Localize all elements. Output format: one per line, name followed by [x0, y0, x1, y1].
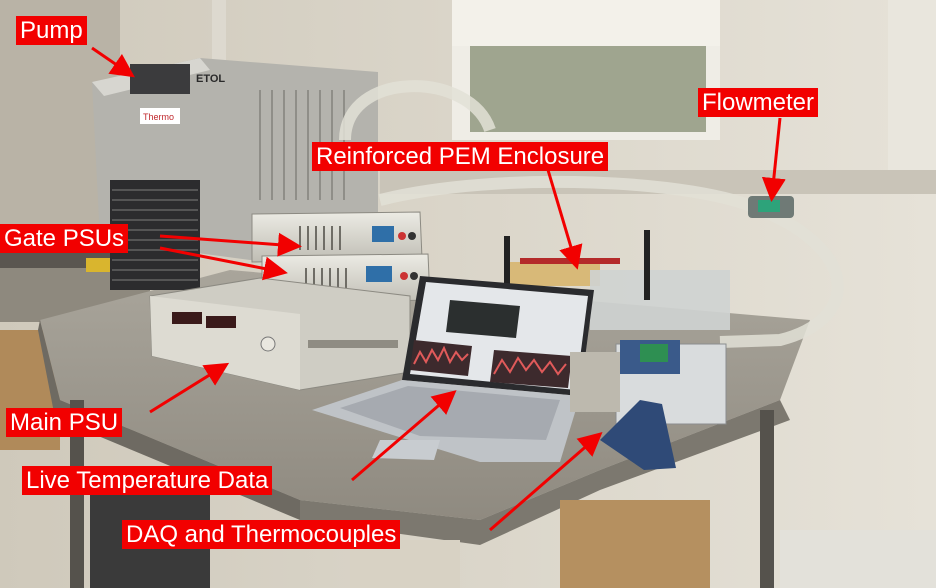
pump-lid [130, 64, 190, 94]
reinforced-pem-enclosure-label: Reinforced PEM Enclosure [312, 142, 609, 171]
window-blind [452, 0, 720, 46]
bench-leg-right [760, 410, 774, 588]
pump-side-vents [259, 90, 345, 200]
gate-psu-top-display [372, 226, 394, 242]
wire-basket [570, 352, 620, 412]
pem-enclosure-board [510, 262, 600, 286]
main-psu-display-left [172, 312, 202, 324]
laptop-screen-dark-panel [446, 300, 520, 338]
pem-red-cable [520, 258, 620, 264]
gate-psu-bottom-display [366, 266, 392, 282]
laptop-trackpad [372, 440, 440, 460]
main-psu-label: Main PSU [6, 408, 123, 437]
under-bench-box [560, 500, 710, 588]
laptop-graph-right [490, 350, 572, 388]
pump-badge-text: ETOL [196, 73, 225, 85]
main-psu-display-right [206, 316, 236, 328]
pump-label: Pump [16, 16, 87, 45]
flowmeter-screen [758, 200, 780, 212]
coolant-tube-top [339, 80, 496, 141]
daq-thermocouples-label: DAQ and Thermocouples [122, 520, 401, 549]
gate-psus-label: Gate PSUs [0, 224, 129, 253]
window-right [888, 0, 936, 180]
clamp-stand-left [504, 236, 510, 296]
clamp-stand-right [644, 230, 650, 300]
window-glass [470, 40, 706, 132]
pump-brand-text: Thermo [143, 112, 174, 122]
laptop-graph-left [410, 340, 472, 376]
pump-brand-plate [140, 108, 180, 124]
flowmeter-label: Flowmeter [698, 88, 819, 117]
pem-enclosure-tray [590, 270, 730, 330]
radiator [780, 530, 936, 588]
live-temperature-data-label: Live Temperature Data [22, 466, 273, 495]
laptop-graph-right-trace [493, 356, 567, 376]
daq-stand [600, 400, 676, 470]
laptop-graph-left-trace [413, 345, 469, 365]
